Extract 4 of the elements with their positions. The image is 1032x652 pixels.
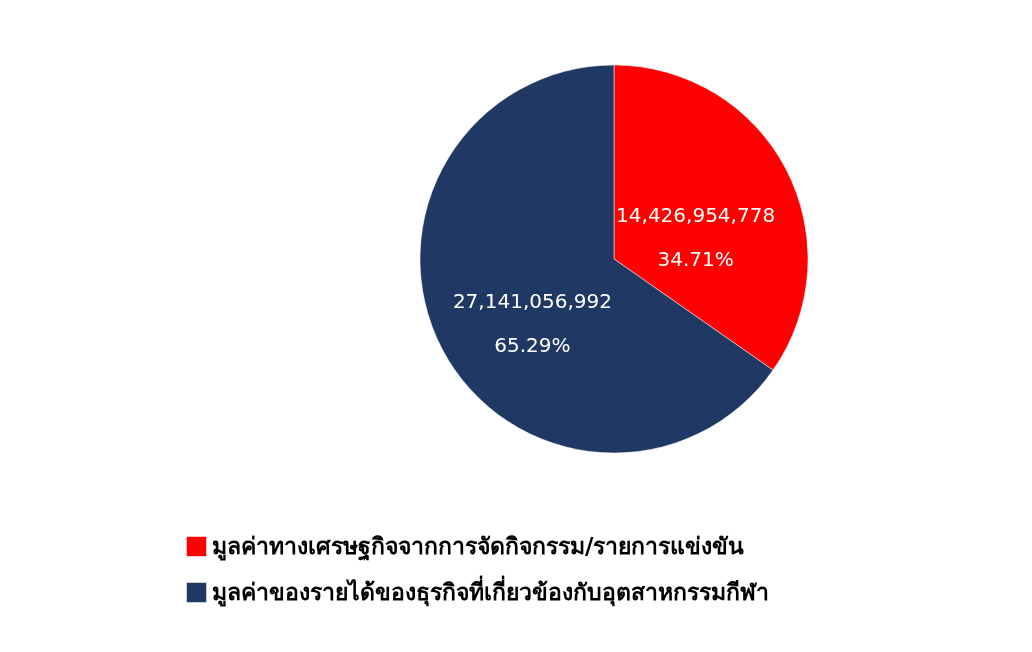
data-label: 27,141,056,992 65.29% bbox=[452, 288, 612, 357]
data-label: 14,426,954,778 34.71% bbox=[616, 203, 776, 272]
legend-label: มูลค่าทางเศรษฐกิจจากการจัดกิจกรรม/รายการแข่งขัน bbox=[212, 532, 745, 561]
legend-label: มูลค่าของรายได้ของธุรกิจที่เกี่ยวข้องกับอุตสาหกรรมกีฬา bbox=[212, 574, 769, 607]
